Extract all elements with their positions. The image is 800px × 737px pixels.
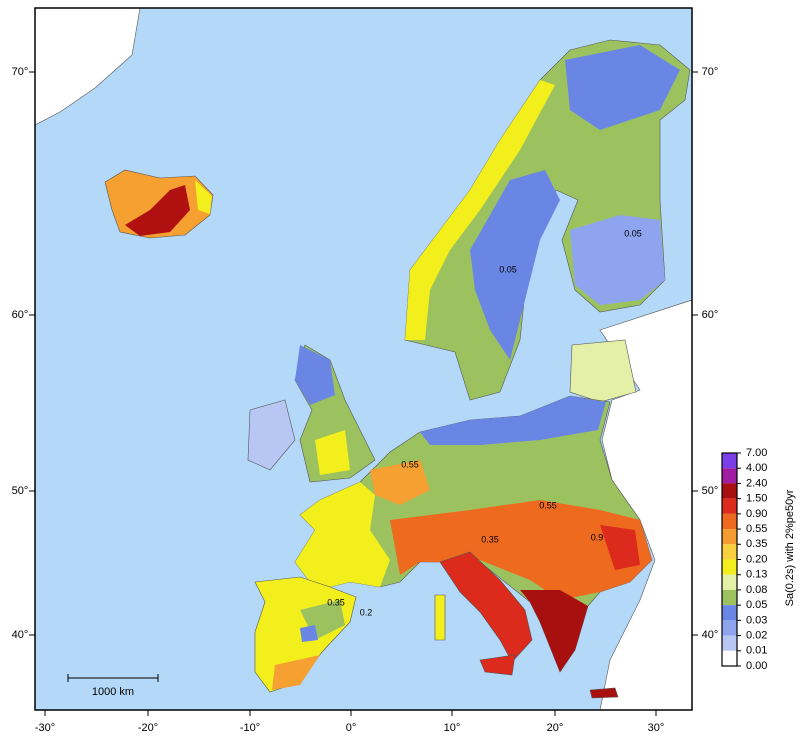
colorbar-band: [722, 605, 737, 621]
colorbar-label: 0.05: [746, 599, 767, 611]
y-tick-label-right: 70°: [702, 66, 719, 78]
contour-label: 0.05: [624, 228, 642, 238]
colorbar-band: [722, 650, 737, 666]
x-tick-label: -10°: [240, 722, 260, 734]
crete: [589, 687, 619, 699]
colorbar-label: 2.40: [746, 477, 767, 489]
colorbar-band: [722, 574, 737, 590]
italy: [439, 551, 533, 663]
alps-balkans: [390, 500, 652, 600]
scale-bar: [67, 674, 159, 682]
y-tick-label: 70°: [12, 66, 29, 78]
colorbar-band: [722, 635, 737, 651]
sardinia: [434, 594, 446, 641]
contour-label: 0.55: [401, 459, 419, 469]
x-tick-label: 20°: [547, 722, 564, 734]
wales: [315, 430, 350, 475]
contour-label: 0.05: [499, 264, 517, 274]
colorbar-label: 0.08: [746, 584, 767, 596]
colorbar-band: [722, 483, 737, 499]
colorbar-label: 0.03: [746, 614, 767, 626]
colorbar-band: [722, 513, 737, 530]
colorbar-band: [722, 453, 737, 469]
iceland-core: [125, 185, 190, 236]
x-tick-label: 10°: [444, 722, 461, 734]
y-tick-label: 50°: [12, 485, 29, 497]
contour-label: 0.9: [591, 532, 604, 542]
colorbar-label: 0.00: [746, 660, 767, 672]
contour-label: 0.35: [327, 597, 345, 607]
colorbar-label: 0.02: [746, 629, 767, 641]
y-tick-label-right: 40°: [702, 629, 719, 641]
colorbar-label: 0.90: [746, 508, 767, 520]
colorbar-label: 7.00: [746, 447, 767, 459]
colorbar-band: [722, 559, 737, 575]
colorbar-label: 0.13: [746, 569, 767, 581]
y-tick-label: 40°: [12, 629, 29, 641]
y-tick-label-right: 50°: [702, 485, 719, 497]
finland-low: [570, 215, 665, 305]
colorbar-label: 0.55: [746, 523, 767, 535]
y-tick-label-right: 60°: [702, 309, 719, 321]
map-frame: [34, 7, 693, 711]
colorbar-band: [722, 468, 737, 484]
andalusia: [272, 655, 320, 690]
contour-label: 0.2: [360, 607, 373, 617]
sweden-low: [470, 170, 560, 360]
scale-label: 1000 km: [92, 686, 134, 698]
colorbar-band: [722, 529, 737, 545]
vrancea: [600, 525, 640, 570]
greece: [520, 590, 588, 672]
baltics: [569, 339, 637, 403]
colorbar-label: 1.50: [746, 493, 767, 505]
contour-label: 0.55: [539, 500, 557, 510]
colorbar-title: Sa(0.2s) with 2%pe50yr: [784, 489, 796, 606]
map-area: [35, 8, 692, 710]
sicily: [479, 654, 516, 676]
x-tick-label: -20°: [138, 722, 158, 734]
lapland-low: [565, 45, 680, 130]
x-tick-label: 0°: [346, 722, 357, 734]
colorbar-band: [722, 589, 737, 606]
colorbar-label: 0.20: [746, 553, 767, 565]
north-plain: [420, 396, 606, 445]
colorbar-label: 0.01: [746, 645, 767, 657]
eastern-europe: [599, 299, 692, 710]
iberia-low: [300, 625, 318, 642]
colorbar-label: 0.35: [746, 538, 767, 550]
colorbar-label: 4.00: [746, 462, 767, 474]
colorbar-band: [722, 498, 737, 514]
norway-coast: [405, 80, 555, 340]
x-tick-label: -30°: [35, 722, 55, 734]
ireland: [247, 399, 296, 471]
x-tick-label: 30°: [648, 722, 665, 734]
scotland: [295, 345, 335, 405]
colorbar-band: [722, 544, 737, 560]
france: [295, 482, 390, 587]
rhine: [370, 460, 430, 505]
y-tick-label: 60°: [12, 309, 29, 321]
greenland: [35, 8, 141, 126]
colorbar-band: [722, 620, 737, 636]
iceland-east: [195, 180, 212, 214]
contour-label: 0.35: [481, 534, 499, 544]
